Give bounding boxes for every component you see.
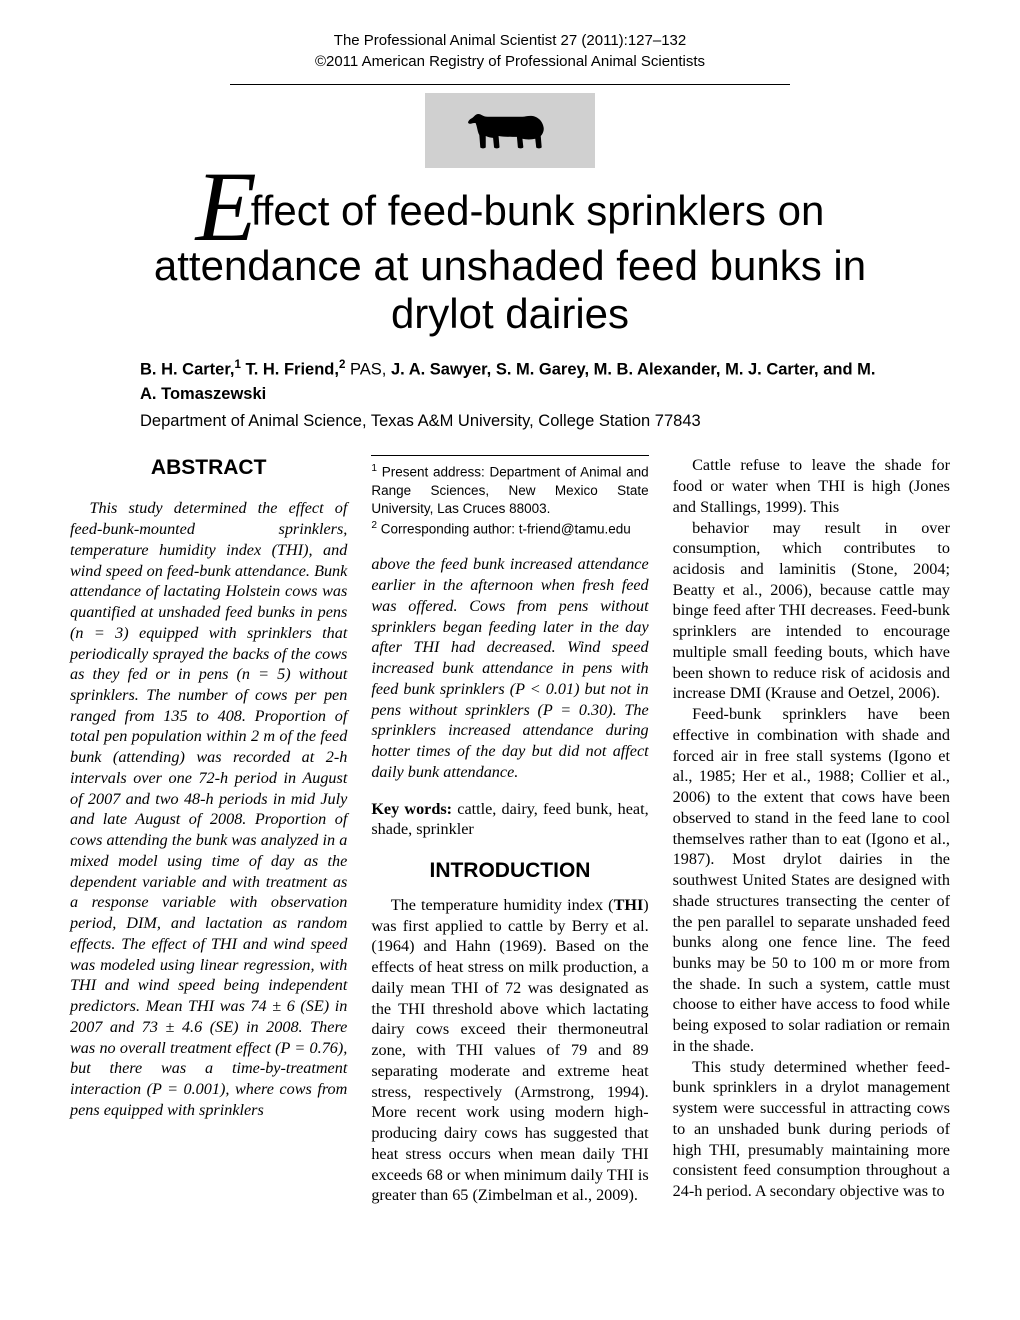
intro-p2: Cattle refuse to leave the shade for foo… — [673, 455, 950, 517]
abstract-body: This study determined the effect of feed… — [70, 498, 347, 1120]
footnotes: 1 Present address: Department of Animal … — [371, 462, 648, 538]
affiliation: Department of Animal Science, Texas A&M … — [140, 409, 880, 434]
body-columns: ABSTRACT This study determined the effec… — [70, 455, 950, 1206]
intro-p5: This study determined whether feed-bunk … — [673, 1057, 950, 1202]
keywords-label: Key words: — [371, 800, 452, 818]
cow-silhouette-icon — [463, 103, 558, 158]
logo-box — [425, 93, 595, 168]
footnote-2: 2 Corresponding author: t-friend@tamu.ed… — [371, 519, 648, 539]
header-rule — [230, 84, 790, 85]
abstract-heading: ABSTRACT — [70, 455, 347, 482]
authors-line: B. H. Carter,1 T. H. Friend,2 PAS, J. A.… — [140, 357, 880, 407]
footnote-1: 1 Present address: Department of Animal … — [371, 462, 648, 518]
journal-header: The Professional Animal Scientist 27 (20… — [70, 30, 950, 72]
intro-p4: Feed-bunk sprinklers have been effective… — [673, 704, 950, 1056]
journal-citation: The Professional Animal Scientist 27 (20… — [70, 30, 950, 51]
intro-p3: behavior may result in over consumption,… — [673, 518, 950, 705]
keywords: Key words: cattle, dairy, feed bunk, hea… — [371, 799, 648, 840]
footnote-rule — [371, 455, 648, 456]
authors-block: B. H. Carter,1 T. H. Friend,2 PAS, J. A.… — [140, 357, 880, 434]
title-rest: ffect of feed-bunk sprinklers on attenda… — [154, 187, 866, 337]
introduction-heading: INTRODUCTION — [371, 858, 648, 885]
intro-p1: The temperature humidity index (THI) was… — [371, 895, 648, 1206]
copyright-line: ©2011 American Registry of Professional … — [70, 51, 950, 72]
article-title: Effect of feed-bunk sprinklers on attend… — [140, 172, 880, 339]
abstract-continued: above the feed bunk increased attendance… — [371, 554, 648, 782]
